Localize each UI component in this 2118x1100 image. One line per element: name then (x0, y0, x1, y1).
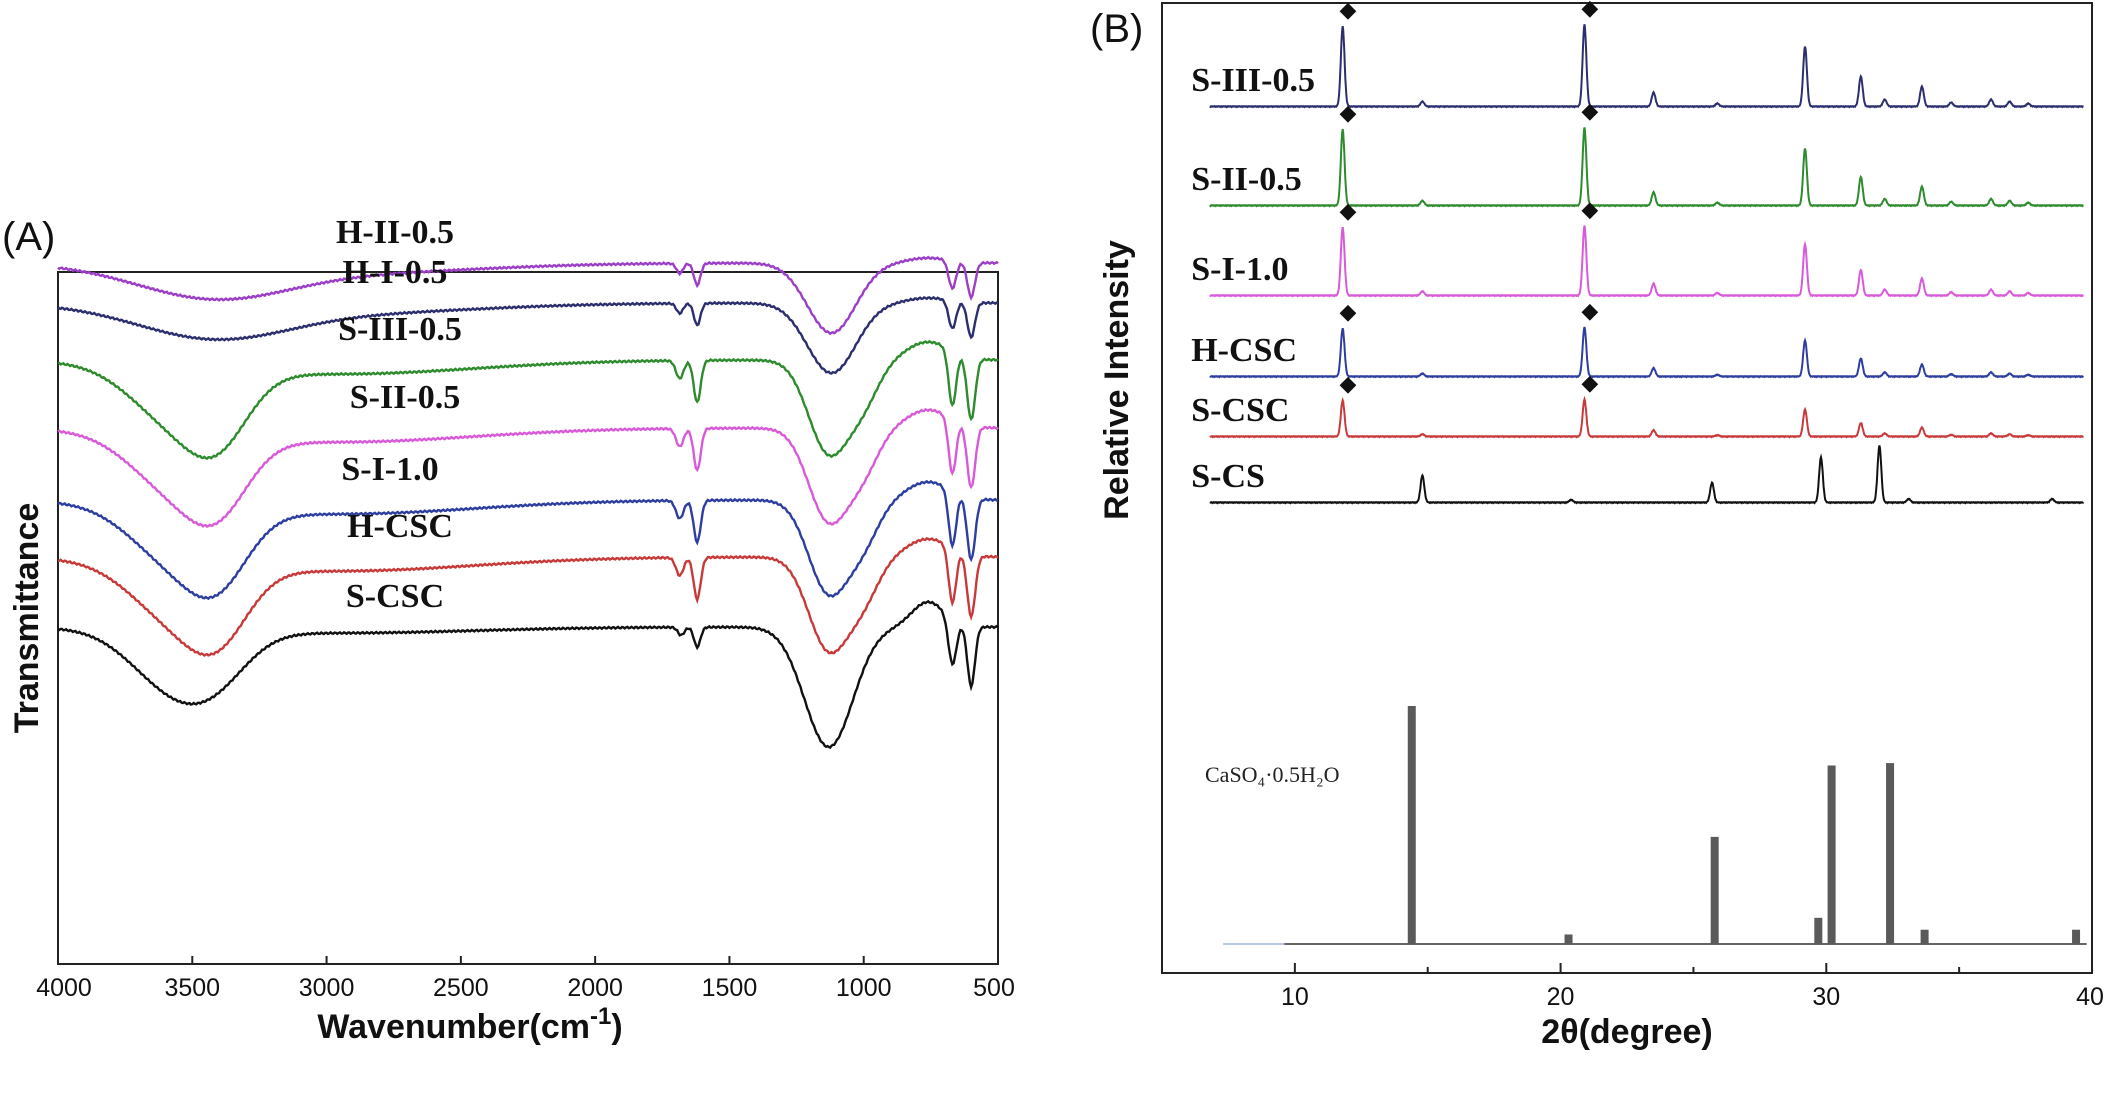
x-tick-label: 1000 (836, 974, 892, 1002)
x-tick-label: 2000 (567, 974, 623, 1002)
diamond-peak-marker: ◆ (1581, 0, 1598, 21)
series-label: H-I-0.5 (343, 254, 448, 291)
x-tick-label: 10 (1281, 983, 1309, 1011)
ftir-line (57, 407, 999, 528)
panel-a-x-axis-title: Wavenumber(cm-1) (317, 1003, 622, 1046)
series-label: S-III-0.5 (338, 311, 462, 348)
xrd-line (1209, 127, 2084, 208)
diamond-peak-marker: ◆ (1581, 371, 1598, 396)
series-label: H-CSC (347, 508, 453, 545)
xrd-line (1209, 24, 2084, 109)
panel-a-frame (57, 271, 999, 965)
series-label: S-CS (1191, 458, 1265, 495)
panel-a-x-ticks: 4000 3500 3000 2500 2000 1500 1000 500 (36, 956, 1015, 1002)
panel-b-label: (B) (1090, 7, 1143, 51)
ftir-line (57, 479, 999, 601)
x-tick-label: 1500 (702, 974, 758, 1002)
x-tick-label: 3500 (164, 974, 220, 1002)
panel-a-series-labels: H-II-0.5H-I-0.5 S-III-0.5 S-II-0.5 S-I-1.0 H… (336, 214, 462, 615)
diamond-peak-marker: ◆ (1581, 299, 1598, 324)
diamond-peak-marker: ◆ (1581, 99, 1598, 124)
panel-b-x-axis-title: 2θ(degree) (1541, 1013, 1712, 1051)
ftir-line (57, 255, 999, 336)
reference-label: CaSO₄·0.5H₂O (1205, 762, 1340, 787)
diamond-peak-marker: ◆ (1340, 372, 1357, 397)
reference-stick (1814, 917, 1823, 944)
reference-stick (1407, 706, 1416, 944)
reference-stick (1827, 765, 1836, 944)
series-label: S-CSC (346, 578, 444, 615)
panel-b-y-axis-title: Relative Intensity (1098, 240, 1136, 520)
x-tick-label: 4000 (36, 974, 92, 1002)
series-label: S-II-0.5 (350, 379, 461, 416)
series-label: S-III-0.5 (1191, 62, 1315, 99)
series-label: S-I-1.0 (341, 451, 438, 488)
panel-b-reference-sticks (1223, 706, 2087, 945)
x-tick-label: 500 (973, 974, 1015, 1002)
x-tick-label: 2500 (433, 974, 489, 1002)
series-label: S-CSC (1191, 392, 1289, 429)
x-title-close: ) (611, 1008, 622, 1046)
ftir-line (57, 599, 999, 750)
series-label: S-II-0.5 (1191, 161, 1302, 198)
series-label: H-II-0.5 (336, 214, 454, 251)
diamond-peak-marker: ◆ (1581, 197, 1598, 222)
xrd-line (1209, 225, 2084, 298)
x-tick-label: 40 (2076, 983, 2104, 1011)
panel-b-peak-markers: ◆ ◆ ◆ ◆ ◆ ◆ ◆ ◆ ◆ ◆ (1340, 0, 1599, 397)
x-tick-label: 3000 (299, 974, 355, 1002)
ftir-line (57, 295, 998, 375)
reference-stick (1920, 929, 1929, 944)
panel-b-series-labels: S-III-0.5 S-II-0.5 S-I-1.0 H-CSC S-CSC S-CS (1191, 62, 1315, 495)
xrd-line (1209, 395, 2085, 439)
series-label: H-CSC (1191, 332, 1297, 369)
panel-a: (A) 4000 3500 3000 2500 2000 1500 1000 500 H-II… (2, 214, 1015, 1046)
ftir-line (57, 537, 999, 658)
xrd-line (1209, 445, 2085, 505)
reference-stick (1886, 763, 1895, 944)
x-tick-label: 20 (1547, 983, 1575, 1011)
reference-stick (2072, 929, 2081, 944)
panel-b-frame (1161, 2, 2093, 974)
panel-b-x-ticks: 10 20 30 40 (1161, 963, 2104, 1011)
panel-a-y-axis-title: Transmittance (8, 503, 46, 734)
panel-a-label: (A) (2, 215, 55, 259)
series-label: S-I-1.0 (1191, 251, 1288, 288)
x-tick-label: 30 (1812, 983, 1840, 1011)
panel-a-spectra (57, 255, 999, 750)
diamond-peak-marker: ◆ (1340, 0, 1357, 23)
diamond-peak-marker: ◆ (1340, 101, 1357, 126)
diamond-peak-marker: ◆ (1340, 199, 1357, 224)
reference-stick (1710, 836, 1719, 944)
diamond-peak-marker: ◆ (1340, 300, 1357, 325)
x-title-superscript: -1 (590, 1003, 611, 1030)
panel-b-patterns (1209, 24, 2085, 505)
ftir-line (57, 339, 999, 461)
panel-b: (B) 10 20 30 40 ◆ ◆ ◆ ◆ ◆ ◆ ◆ ◆ ◆ ◆ S-III-0.5 S-II-0.… (1090, 0, 2104, 1051)
reference-stick (1564, 934, 1573, 944)
x-title-main: Wavenumber(cm (317, 1008, 590, 1046)
xrd-line (1209, 326, 2085, 379)
